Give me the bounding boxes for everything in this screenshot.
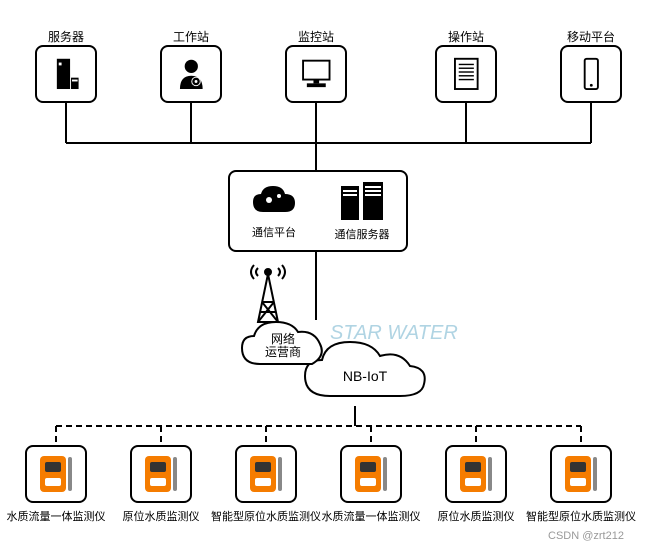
cloud-nbiot-label: NB-IoT xyxy=(343,368,387,384)
monitor-label: 监控站 xyxy=(285,28,347,45)
cloud-carrier-label2: 运营商 xyxy=(265,346,301,359)
server-label: 服务器 xyxy=(35,28,97,45)
server-icon xyxy=(46,55,87,93)
comm-box: 通信平台 通信服务器 xyxy=(228,170,408,252)
comm-platform-label: 通信平台 xyxy=(252,224,296,240)
workstation-icon xyxy=(171,55,212,93)
sensor-device-icon xyxy=(40,456,66,492)
workstation-label: 工作站 xyxy=(160,28,222,45)
sensor-label-5: 智能型原位水质监测仪 xyxy=(515,508,647,524)
sensor-probe-icon xyxy=(68,457,72,491)
sensor-probe-icon xyxy=(593,457,597,491)
comm-platform: 通信平台 xyxy=(230,172,318,250)
sensor-probe-icon xyxy=(383,457,387,491)
sensor-device-icon xyxy=(250,456,276,492)
cloud-platform-icon xyxy=(251,182,297,222)
sensor-device-icon xyxy=(460,456,486,492)
sensor-node-0 xyxy=(25,445,87,503)
sensor-node-3 xyxy=(340,445,402,503)
sensor-label-4: 原位水质监测仪 xyxy=(427,508,525,524)
workstation-node xyxy=(160,45,222,103)
credit-text: CSDN @zrt212 xyxy=(548,530,624,542)
monitor-node xyxy=(285,45,347,103)
mobile-label: 移动平台 xyxy=(560,28,622,45)
sensor-probe-icon xyxy=(278,457,282,491)
sensor-label-0: 水质流量一体监测仪 xyxy=(0,508,117,524)
comm-server-label: 通信服务器 xyxy=(335,226,390,242)
cloud-carrier: 网络 运营商 xyxy=(238,316,328,372)
sensor-label-1: 原位水质监测仪 xyxy=(112,508,210,524)
sensor-node-5 xyxy=(550,445,612,503)
sensor-node-4 xyxy=(445,445,507,503)
sensor-probe-icon xyxy=(488,457,492,491)
network-diagram: 服务器 工作站 监控站 操作站 移动平台 xyxy=(0,0,661,547)
operator-node xyxy=(435,45,497,103)
monitor-icon xyxy=(296,55,337,93)
server-node xyxy=(35,45,97,103)
sensor-node-2 xyxy=(235,445,297,503)
comm-server: 通信服务器 xyxy=(318,172,406,250)
sensor-label-3: 水质流量一体监测仪 xyxy=(310,508,432,524)
sensor-device-icon xyxy=(355,456,381,492)
operator-icon xyxy=(446,55,487,93)
sensor-probe-icon xyxy=(173,457,177,491)
sensor-device-icon xyxy=(565,456,591,492)
mobile-node xyxy=(560,45,622,103)
comm-server-icon xyxy=(337,180,387,224)
operator-label: 操作站 xyxy=(435,28,497,45)
sensor-device-icon xyxy=(145,456,171,492)
sensor-node-1 xyxy=(130,445,192,503)
mobile-icon xyxy=(571,55,612,93)
